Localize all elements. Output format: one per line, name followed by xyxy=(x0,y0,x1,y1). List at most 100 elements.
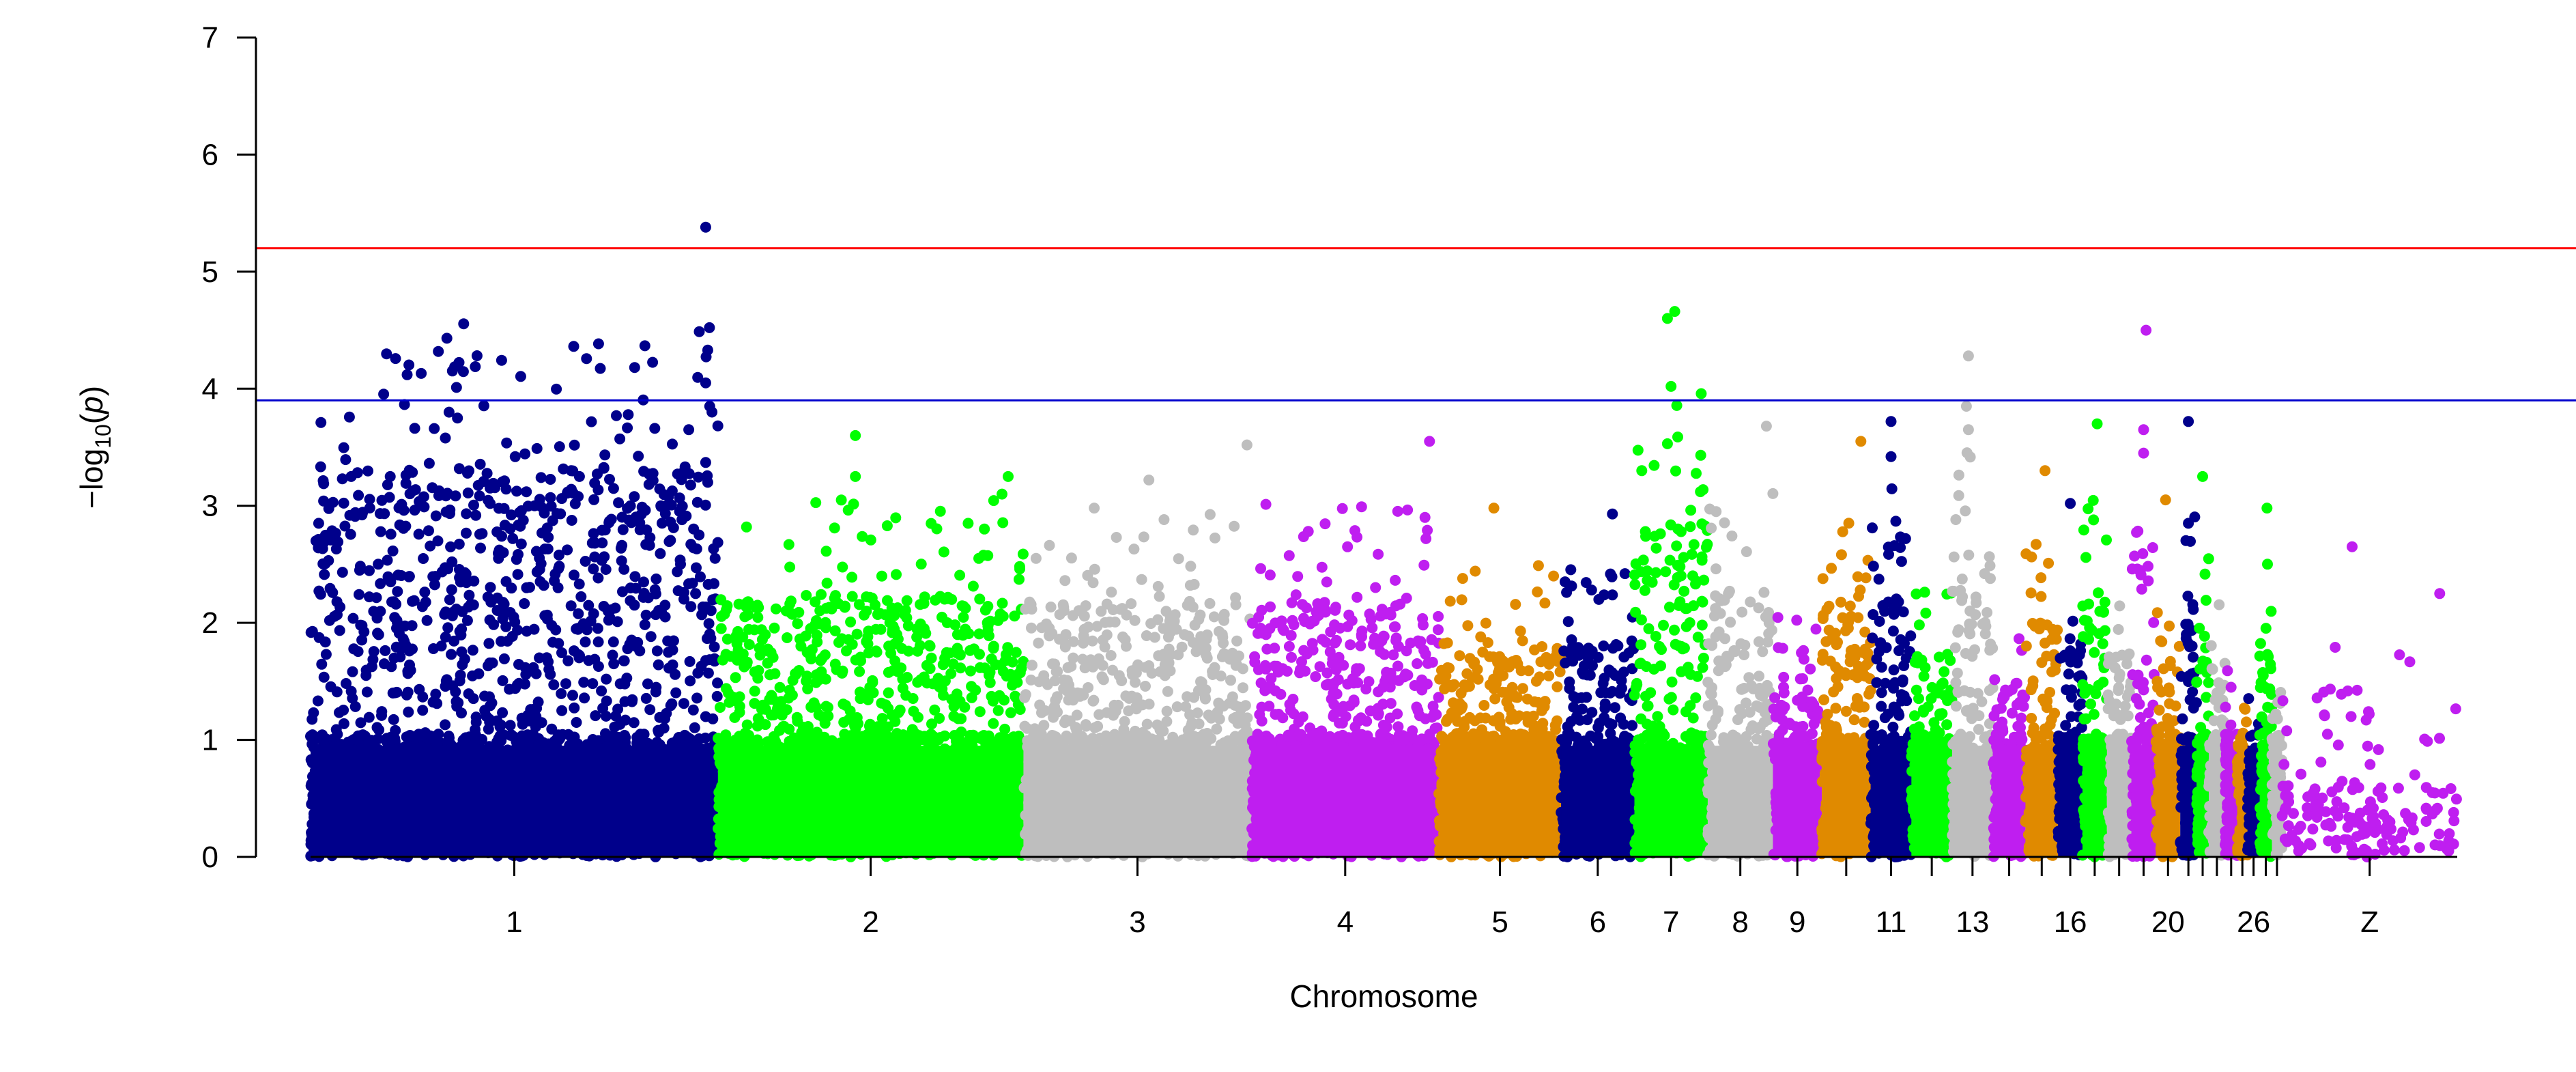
snp-point xyxy=(417,705,429,716)
snp-point xyxy=(373,559,384,570)
snp-point xyxy=(986,690,997,702)
snp-point xyxy=(373,724,385,735)
snp-point xyxy=(440,719,451,731)
snp-point xyxy=(934,713,945,724)
snp-point xyxy=(338,497,349,509)
snp-point xyxy=(379,658,390,670)
snp-point xyxy=(483,638,495,649)
snp-point xyxy=(638,729,650,740)
snp-point xyxy=(595,363,606,374)
snp-point xyxy=(688,542,700,554)
snp-point xyxy=(393,502,405,513)
snp-point xyxy=(441,333,453,344)
snp-point xyxy=(715,702,726,713)
snp-point xyxy=(667,438,678,450)
snp-point xyxy=(384,492,395,503)
snp-point xyxy=(589,477,601,489)
snp-point xyxy=(951,629,963,640)
snp-point xyxy=(974,706,986,718)
snp-point xyxy=(851,712,863,723)
snp-point xyxy=(616,555,627,567)
snp-point xyxy=(496,354,507,366)
snp-point xyxy=(573,608,584,619)
peak-snp-point xyxy=(702,344,713,356)
snp-point xyxy=(891,569,902,580)
snp-point xyxy=(629,362,640,373)
snp-point xyxy=(861,606,872,617)
snp-point xyxy=(445,541,457,552)
snp-point xyxy=(586,416,597,427)
snp-point xyxy=(337,567,348,578)
snp-point xyxy=(340,454,352,466)
snp-point xyxy=(997,610,1009,622)
snp-point xyxy=(388,652,400,664)
snp-point xyxy=(530,668,542,679)
snp-point xyxy=(391,615,403,626)
snp-point xyxy=(382,479,393,490)
snp-point xyxy=(676,474,687,485)
snp-point xyxy=(924,640,935,651)
snp-point xyxy=(519,448,531,460)
snp-point xyxy=(992,705,1004,716)
snp-point xyxy=(542,544,554,554)
snp-point xyxy=(693,326,705,337)
snp-point xyxy=(629,571,641,582)
snp-point xyxy=(636,501,648,513)
snp-point xyxy=(956,600,968,612)
snp-point xyxy=(399,636,410,647)
snp-point xyxy=(670,668,681,680)
snp-point xyxy=(573,491,584,503)
snp-point xyxy=(378,389,390,400)
snp-point xyxy=(375,526,386,537)
snp-point xyxy=(657,518,668,529)
snp-point xyxy=(665,700,676,711)
snp-point xyxy=(485,596,497,608)
snp-point xyxy=(531,442,543,454)
snp-point xyxy=(918,623,930,634)
snp-point xyxy=(553,729,564,741)
snp-point xyxy=(338,718,349,729)
snp-point xyxy=(662,635,674,647)
snp-point xyxy=(766,709,777,721)
snp-point xyxy=(493,503,504,514)
snp-point xyxy=(337,473,348,485)
snp-point xyxy=(1210,532,1220,544)
snp-point xyxy=(729,711,741,723)
snp-point xyxy=(674,506,685,517)
snp-point xyxy=(863,720,875,732)
snp-point xyxy=(820,701,832,712)
snp-point xyxy=(446,365,458,377)
snp-point xyxy=(455,669,466,681)
snp-point xyxy=(926,518,937,529)
snp-point xyxy=(312,695,324,707)
snp-point xyxy=(790,668,801,679)
snp-point xyxy=(611,410,622,421)
snp-point xyxy=(848,498,859,510)
snp-point xyxy=(721,683,732,694)
snp-point xyxy=(855,693,866,705)
snp-point xyxy=(692,735,704,746)
snp-point xyxy=(601,673,612,685)
snp-point xyxy=(630,511,642,523)
snp-point xyxy=(400,477,412,489)
snp-point xyxy=(569,439,580,451)
snp-point xyxy=(615,542,627,554)
snp-point xyxy=(811,630,822,641)
snp-point xyxy=(840,700,851,711)
snp-point xyxy=(1014,561,1025,572)
snp-point xyxy=(483,494,494,506)
snp-point xyxy=(440,632,451,643)
snp-point xyxy=(643,479,655,490)
snp-point xyxy=(690,588,702,600)
snp-point xyxy=(541,609,553,621)
snp-point xyxy=(734,733,745,745)
snp-point xyxy=(429,579,440,591)
snp-point xyxy=(506,509,517,521)
peak-snp-point xyxy=(680,465,691,477)
snp-point xyxy=(443,731,455,742)
snp-point xyxy=(774,681,786,693)
snp-point xyxy=(545,500,557,512)
snp-point xyxy=(717,654,728,666)
snp-point xyxy=(452,412,463,424)
snp-point xyxy=(317,543,328,554)
